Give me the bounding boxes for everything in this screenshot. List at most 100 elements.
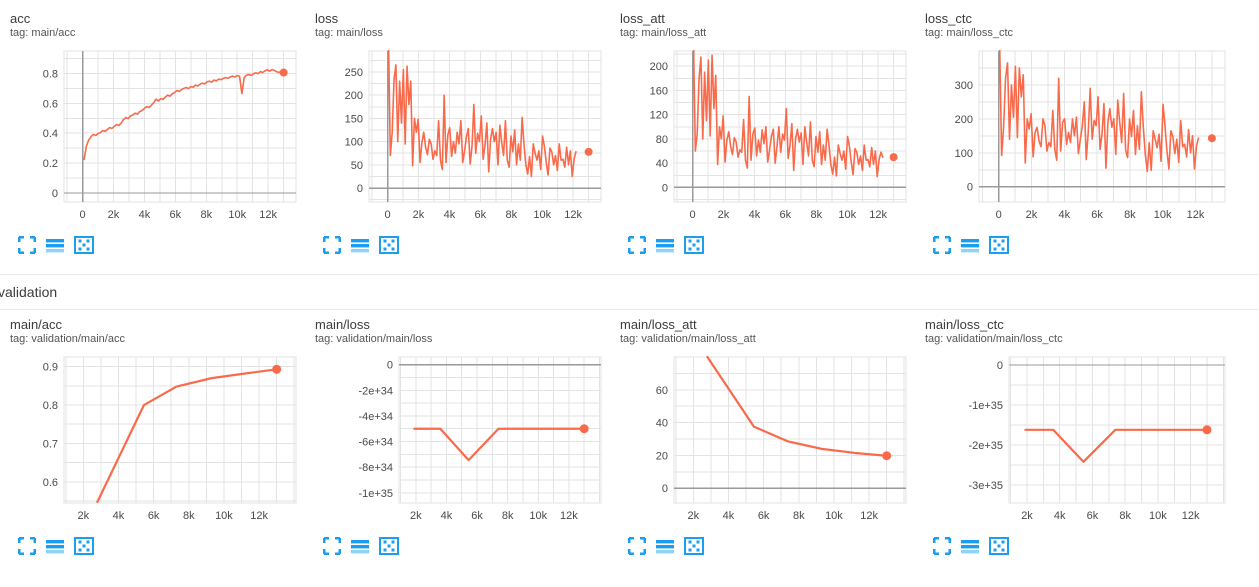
lines-icon[interactable] — [961, 236, 979, 254]
svg-text:10k: 10k — [1149, 510, 1167, 522]
svg-text:4k: 4k — [749, 209, 761, 221]
svg-text:0: 0 — [689, 209, 695, 221]
plot-area[interactable]: 0 40 80 120 160 200 0 2k 4k 6k 8k 10k 12k — [618, 43, 915, 228]
expand-icon[interactable] — [18, 236, 36, 254]
chart-card-main-loss: loss tag: main/loss 0 50 100 150 200 250 0 2k 4k 6k… — [305, 4, 610, 256]
svg-text:10k: 10k — [215, 510, 233, 522]
svg-text:-4e+34: -4e+34 — [358, 411, 393, 423]
lines-icon[interactable] — [46, 537, 64, 555]
plot-area[interactable]: 0 20 40 60 2k 4k 6k 8k 10k 12k — [618, 349, 915, 529]
svg-text:20: 20 — [656, 450, 668, 462]
svg-text:-1e+35: -1e+35 — [968, 400, 1003, 412]
chart-title: main/acc — [10, 317, 63, 332]
svg-text:0: 0 — [996, 209, 1002, 221]
svg-text:12k: 12k — [1182, 510, 1200, 522]
fit-icon[interactable] — [989, 236, 1009, 254]
svg-text:8k: 8k — [1124, 209, 1136, 221]
expand-icon[interactable] — [323, 537, 341, 555]
chart-toolbar — [628, 535, 915, 557]
fit-icon[interactable] — [379, 236, 399, 254]
svg-text:60: 60 — [656, 385, 668, 397]
chart-toolbar — [323, 234, 610, 256]
chart-tag-label: tag: validation/main/loss — [315, 333, 433, 345]
section-header-validation: validation — [0, 274, 1259, 310]
chart-toolbar — [628, 234, 915, 256]
lines-icon[interactable] — [351, 537, 369, 555]
fit-icon[interactable] — [379, 537, 399, 555]
expand-icon[interactable] — [628, 236, 646, 254]
svg-text:8k: 8k — [502, 510, 514, 522]
svg-text:10k: 10k — [228, 209, 246, 221]
chart-card-validation-main-loss_att: main/loss_att tag: validation/main/loss_a… — [610, 310, 915, 557]
lines-icon[interactable] — [656, 537, 674, 555]
fit-icon[interactable] — [989, 537, 1009, 555]
svg-text:12k: 12k — [1187, 209, 1205, 221]
chart-tag-label: tag: validation/main/loss_ctc — [925, 333, 1063, 345]
chart-toolbar — [933, 234, 1259, 256]
svg-text:12k: 12k — [560, 510, 578, 522]
chart-title: loss_ctc — [925, 11, 972, 26]
svg-text:250: 250 — [345, 67, 363, 79]
lines-icon[interactable] — [46, 236, 64, 254]
svg-text:80: 80 — [656, 134, 668, 146]
expand-icon[interactable] — [628, 537, 646, 555]
svg-text:10k: 10k — [825, 510, 843, 522]
svg-text:8k: 8k — [1119, 510, 1131, 522]
expand-icon[interactable] — [933, 537, 951, 555]
plot-area[interactable]: 0 -1e+35 -2e+35 -3e+35 2k 4k 6k 8k 10k 12k — [923, 349, 1259, 529]
svg-text:0.4: 0.4 — [43, 128, 58, 140]
plot-area[interactable]: 0 0.2 0.4 0.6 0.8 0 2k 4k 6k 8k 10k 12k — [8, 43, 305, 228]
chart-toolbar — [18, 535, 305, 557]
svg-text:12k: 12k — [250, 510, 268, 522]
expand-icon[interactable] — [933, 236, 951, 254]
fit-icon[interactable] — [684, 537, 704, 555]
plot-area[interactable]: 0.6 0.7 0.8 0.9 2k 4k 6k 8k 10k 12k — [8, 349, 305, 529]
fit-icon[interactable] — [74, 537, 94, 555]
svg-text:0.9: 0.9 — [43, 362, 58, 374]
fit-icon[interactable] — [684, 236, 704, 254]
lines-icon[interactable] — [351, 236, 369, 254]
chart-card-main-acc: acc tag: main/acc 0 0.2 0.4 0.6 0.8 0 2k 4k 6k 8k 10… — [0, 4, 305, 256]
svg-text:120: 120 — [650, 110, 668, 122]
svg-text:4k: 4k — [723, 510, 735, 522]
svg-text:0: 0 — [662, 182, 668, 194]
svg-text:0: 0 — [52, 188, 58, 200]
svg-text:0: 0 — [384, 209, 390, 221]
lines-icon[interactable] — [656, 236, 674, 254]
chart-tag-label: tag: main/loss_att — [620, 27, 707, 39]
lines-icon[interactable] — [961, 537, 979, 555]
svg-text:-6e+34: -6e+34 — [358, 437, 393, 449]
svg-text:-3e+35: -3e+35 — [968, 480, 1003, 492]
plot-area[interactable]: 0 100 200 300 0 2k 4k 6k 8k 10k 12k — [923, 43, 1259, 228]
svg-text:0.7: 0.7 — [43, 438, 58, 450]
svg-text:160: 160 — [650, 85, 668, 97]
svg-text:0.6: 0.6 — [43, 98, 58, 110]
svg-text:10k: 10k — [838, 209, 856, 221]
chart-tag-label: tag: validation/main/acc — [10, 333, 125, 345]
fit-icon[interactable] — [74, 236, 94, 254]
svg-text:200: 200 — [650, 61, 668, 73]
svg-text:2k: 2k — [410, 510, 422, 522]
svg-text:4k: 4k — [444, 209, 456, 221]
plot-area[interactable]: 0 -2e+34 -4e+34 -6e+34 -8e+34 -1e+35 2k 4k 6k 8k 1… — [313, 349, 610, 529]
chart-card-validation-main-loss: main/loss tag: validation/main/loss 0 -2e+3… — [305, 310, 610, 557]
svg-text:2k: 2k — [718, 209, 730, 221]
svg-text:50: 50 — [351, 160, 363, 172]
svg-text:10k: 10k — [1154, 209, 1172, 221]
expand-icon[interactable] — [323, 236, 341, 254]
svg-text:2k: 2k — [1021, 510, 1033, 522]
svg-text:-2e+34: -2e+34 — [358, 385, 393, 397]
svg-text:0: 0 — [967, 182, 973, 194]
svg-text:8k: 8k — [183, 510, 195, 522]
plot-area[interactable]: 0 50 100 150 200 250 0 2k 4k 6k 8k 10k 12k — [313, 43, 610, 228]
chart-toolbar — [323, 535, 610, 557]
svg-text:4k: 4k — [1054, 510, 1066, 522]
chart-title: main/loss_ctc — [925, 317, 1004, 332]
expand-icon[interactable] — [18, 537, 36, 555]
chart-tag-label: tag: main/acc — [10, 27, 76, 39]
svg-text:40: 40 — [656, 158, 668, 170]
svg-text:12k: 12k — [259, 209, 277, 221]
svg-text:2k: 2k — [78, 510, 90, 522]
svg-text:150: 150 — [345, 113, 363, 125]
svg-text:0: 0 — [997, 360, 1003, 372]
